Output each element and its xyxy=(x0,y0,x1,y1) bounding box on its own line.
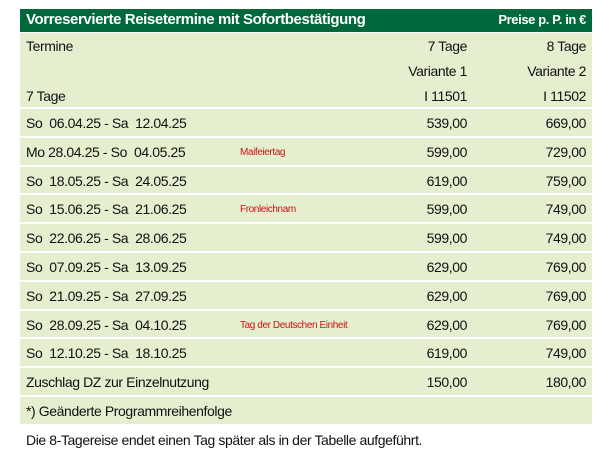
price-v2: 749,00 xyxy=(545,345,587,362)
col2-head: 8 Tage xyxy=(546,38,587,54)
price-v1: 619,00 xyxy=(426,172,468,189)
col1-head: 7 Tage xyxy=(427,38,468,54)
date: So 06.04.25 - Sa 12.04.25 xyxy=(26,115,187,131)
date: So 15.06.25 - Sa 21.06.25 xyxy=(26,201,187,218)
col1-head: Variante 1 xyxy=(408,63,467,79)
holiday: Fronleichnam xyxy=(240,204,296,216)
price-v2: 729,00 xyxy=(545,143,587,160)
holiday: Maifeiertag xyxy=(240,146,286,158)
price-v2: 759,00 xyxy=(545,172,587,189)
date: So 12.10.25 - Sa 18.10.25 xyxy=(26,345,187,362)
date: So 21.09.25 - Sa 27.09.25 xyxy=(26,287,187,304)
head-sub-label: 7 Tage xyxy=(26,88,66,104)
price-v1: 599,00 xyxy=(426,230,468,247)
price-v2: 769,00 xyxy=(545,259,587,275)
price-v1: 629,00 xyxy=(426,316,468,333)
holiday: Tag der Deutschen Einheit xyxy=(240,319,348,331)
row-band xyxy=(20,166,592,194)
price-v2: 769,00 xyxy=(545,316,587,333)
row-band xyxy=(20,339,592,367)
table-note: *) Geänderte Programmreihenfolge xyxy=(26,403,232,419)
row-band xyxy=(20,195,592,223)
date: So 07.09.25 - Sa 13.09.25 xyxy=(26,259,187,275)
price-v2: 749,00 xyxy=(545,230,587,247)
row-band xyxy=(20,397,592,424)
surcharge-v1: 150,00 xyxy=(426,374,468,391)
row-band xyxy=(20,109,592,136)
row-band xyxy=(20,368,592,395)
head-label: Termine xyxy=(26,38,73,54)
price-v1: 629,00 xyxy=(426,287,468,304)
price-v2: 769,00 xyxy=(545,287,587,304)
price-v1: 599,00 xyxy=(426,201,468,218)
row-band xyxy=(20,253,592,280)
title: Vorreservierte Reisetermine mit Sofortbe… xyxy=(26,11,366,28)
col1-head: I 11501 xyxy=(424,88,467,104)
date: So 22.06.25 - Sa 28.06.25 xyxy=(26,230,187,247)
row-band xyxy=(20,310,592,338)
row-band xyxy=(20,281,592,309)
surcharge-v2: 180,00 xyxy=(545,374,587,391)
title-bar xyxy=(20,9,592,32)
col2-head: I 11502 xyxy=(543,88,586,104)
price-note: Preise p. P. in € xyxy=(498,12,586,27)
date: So 18.05.25 - Sa 24.05.25 xyxy=(26,172,187,189)
price-v2: 669,00 xyxy=(545,115,587,131)
date: So 28.09.25 - Sa 04.10.25 xyxy=(26,316,187,333)
price-v2: 749,00 xyxy=(545,201,587,218)
price-v1: 539,00 xyxy=(426,115,468,131)
surcharge-label: Zuschlag DZ zur Einzelnutzung xyxy=(26,374,209,391)
price-v1: 619,00 xyxy=(426,345,468,362)
row-band xyxy=(20,33,592,107)
price-v1: 629,00 xyxy=(426,259,468,275)
date: Mo 28.04.25 - So 04.05.25 xyxy=(26,143,186,160)
price-v1: 599,00 xyxy=(426,143,468,160)
row-band xyxy=(20,137,592,165)
row-band xyxy=(20,224,592,251)
col2-head: Variante 2 xyxy=(527,63,586,79)
footer: Die 8-Tagereise endet einen Tag später a… xyxy=(26,431,423,448)
